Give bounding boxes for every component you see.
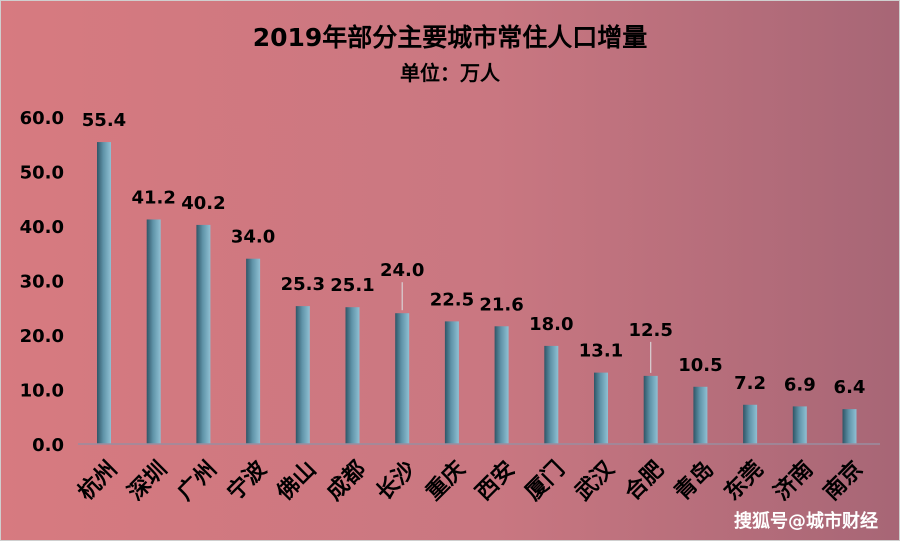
bar <box>295 306 310 444</box>
value-label: 10.5 <box>678 355 722 376</box>
y-tick-label: 40.0 <box>20 217 64 238</box>
y-tick-label: 60.0 <box>20 108 64 129</box>
bar <box>643 375 658 444</box>
bar <box>594 372 608 444</box>
value-label: 55.4 <box>82 110 126 131</box>
value-label: 21.6 <box>479 294 523 315</box>
watermark: 搜狐号@城市财经 <box>734 510 878 532</box>
value-label: 13.1 <box>579 341 623 362</box>
bar <box>97 142 111 444</box>
chart-title: 2019年部分主要城市常住人口增量 <box>253 23 648 52</box>
bar <box>444 321 459 444</box>
bar <box>246 258 261 444</box>
y-tick-label: 50.0 <box>20 163 64 184</box>
value-label: 25.1 <box>330 275 374 296</box>
chart-subtitle: 单位：万人 <box>400 61 501 85</box>
value-label: 7.2 <box>734 373 766 394</box>
bar <box>792 406 807 444</box>
y-axis: 0.0 10.0 20.0 30.0 40.0 50.0 60.0 <box>20 108 64 456</box>
y-tick-label: 0.0 <box>32 435 64 456</box>
value-label: 24.0 <box>380 260 424 281</box>
value-label: 34.0 <box>231 227 275 248</box>
bar <box>544 345 559 444</box>
value-label: 6.9 <box>784 374 816 395</box>
bar <box>345 307 360 444</box>
bar <box>842 409 857 444</box>
y-tick-label: 10.0 <box>20 381 64 402</box>
bar <box>494 326 509 444</box>
bar <box>743 404 758 444</box>
bar <box>693 386 708 444</box>
bars <box>97 142 857 444</box>
value-label: 25.3 <box>281 274 325 295</box>
value-label: 12.5 <box>628 320 672 341</box>
bar <box>395 313 410 444</box>
value-label: 18.0 <box>529 314 573 335</box>
bar <box>146 219 161 444</box>
y-tick-label: 30.0 <box>20 272 64 293</box>
y-tick-label: 20.0 <box>20 326 64 347</box>
value-labels: 55.4 41.2 40.2 34.0 25.3 25.1 24.0 22.5 21.6 18.0… <box>82 110 866 398</box>
bar <box>196 224 211 444</box>
value-label: 6.4 <box>834 377 866 398</box>
value-label: 40.2 <box>181 193 225 214</box>
value-label: 41.2 <box>131 187 175 208</box>
value-label: 22.5 <box>430 289 474 310</box>
